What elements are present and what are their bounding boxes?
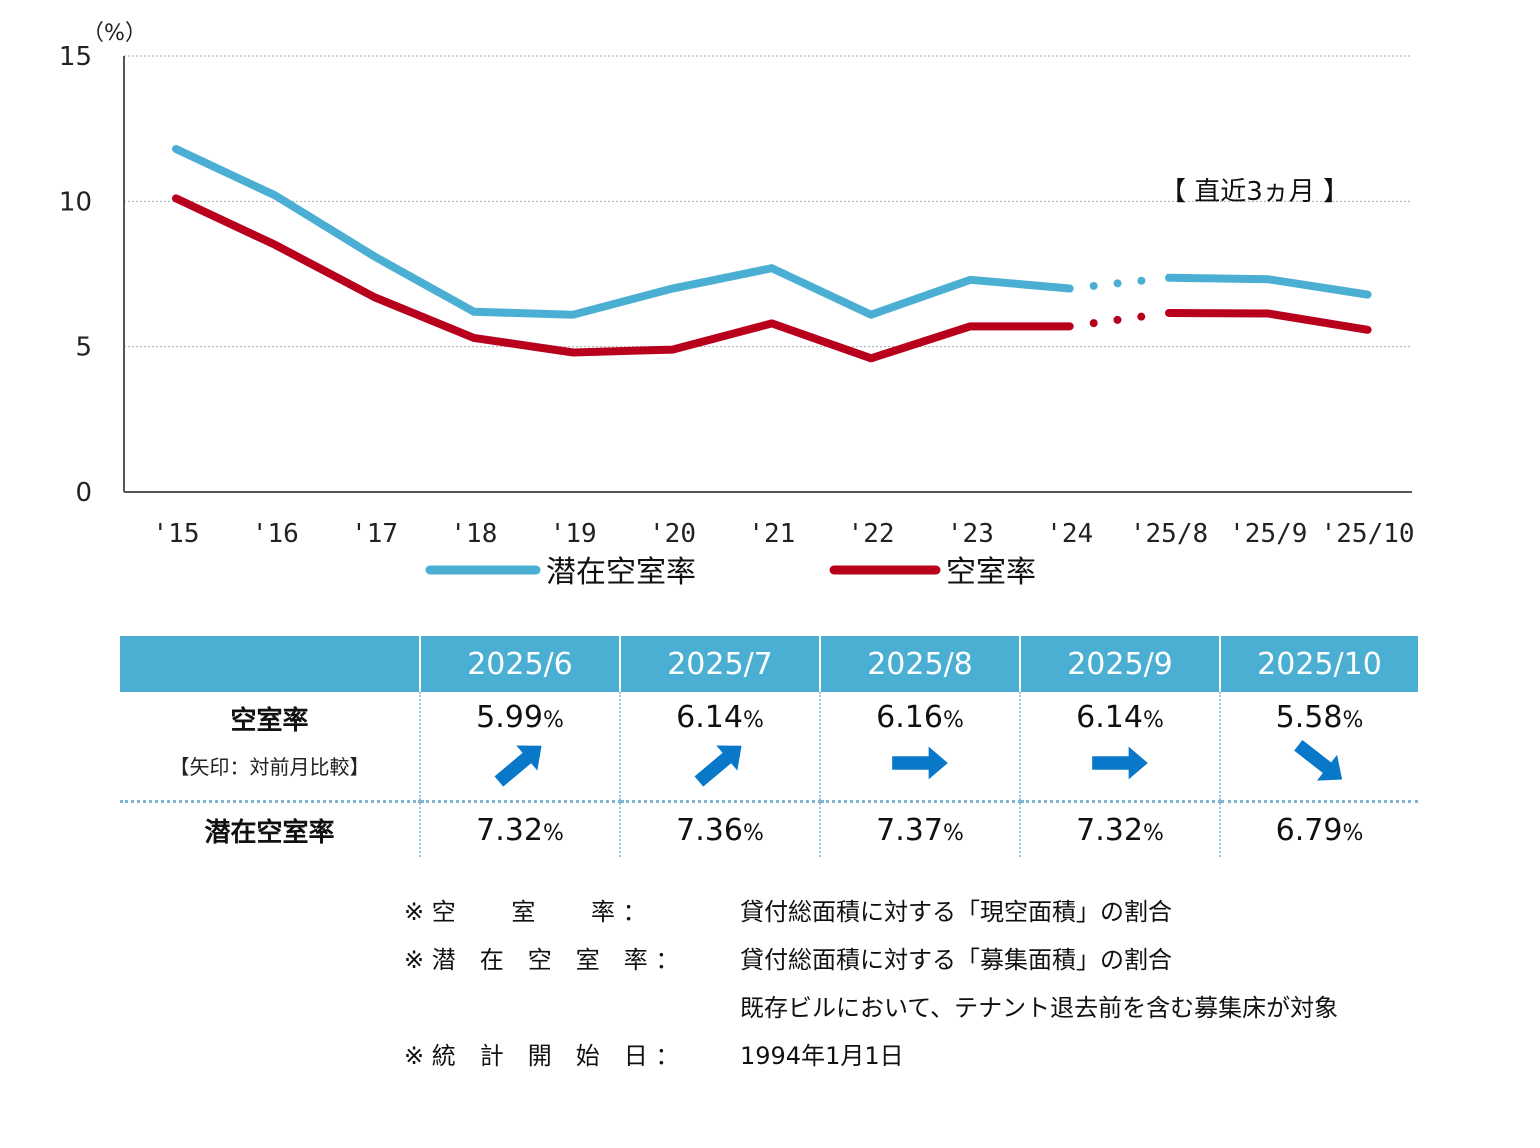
table-header-month: 2025/9 xyxy=(1019,636,1220,692)
x-tick-label: '25/9 xyxy=(1229,519,1307,549)
vacancy-cell: 5.58% xyxy=(1219,692,1418,802)
vacancy-value: 6.16 xyxy=(876,700,943,735)
arrow-right-icon xyxy=(821,735,1019,791)
potential-value: 7.36 xyxy=(676,812,743,848)
legend-label-potential: 潜在空室率 xyxy=(546,555,696,590)
percent-sign: % xyxy=(542,708,564,733)
table-header-month: 2025/8 xyxy=(819,636,1020,692)
potential-cell: 7.32% xyxy=(1019,800,1220,857)
line-chart: （%） 0 5 10 15 '15 '16 '17 '18 '19 '20 '21 '22 '23 '2… xyxy=(59,21,1415,590)
note-value: 1994年1月1日 xyxy=(740,1042,904,1070)
monthly-rate-table: 2025/6 2025/7 2025/8 2025/9 2025/10 空室率 … xyxy=(120,636,1418,857)
vacancy-cell: 6.14% xyxy=(1019,692,1220,802)
y-tick-label: 10 xyxy=(59,187,92,217)
table-header-row: 2025/6 2025/7 2025/8 2025/9 2025/10 xyxy=(120,636,1418,692)
note-value: 貸付総面積に対する「募集面積」の割合 xyxy=(740,946,1172,974)
potential-cell: 6.79% xyxy=(1219,800,1418,857)
percent-sign: % xyxy=(742,708,764,733)
note-key: ※ 統 計 開 始 日 ： xyxy=(404,1042,680,1070)
note-value: 貸付総面積に対する「現空面積」の割合 xyxy=(740,898,1172,926)
x-tick-label: '23 xyxy=(947,519,994,549)
arrow-glyph xyxy=(694,745,742,787)
potential-cell: 7.36% xyxy=(619,800,820,857)
vacancy-cell: 6.16% xyxy=(819,692,1020,802)
percent-sign: % xyxy=(742,820,764,846)
x-tick-label: '25/8 xyxy=(1130,519,1208,549)
vacancy-cell: 5.99% xyxy=(419,692,620,802)
x-tick-label: '17 xyxy=(351,519,398,549)
percent-sign: % xyxy=(942,820,964,846)
x-tick-label: '16 xyxy=(252,519,299,549)
potential-label: 潜在空室率 xyxy=(204,817,335,848)
note-value: 既存ビルにおいて、テナント退去前を含む募集床が対象 xyxy=(740,994,1339,1022)
y-tick-labels: 0 5 10 15 xyxy=(59,42,92,508)
percent-sign: % xyxy=(1342,708,1364,733)
arrow-glyph xyxy=(1293,739,1342,781)
series-line-recent xyxy=(1165,273,1372,299)
potential-value: 7.32 xyxy=(476,812,543,848)
x-tick-labels: '15 '16 '17 '18 '19 '20 '21 '22 '23 '24 '25/8 '25/9… xyxy=(153,519,1415,549)
percent-sign: % xyxy=(1142,708,1164,733)
vacancy-value: 6.14 xyxy=(1076,700,1143,735)
table-header-month: 2025/6 xyxy=(419,636,620,692)
vacancy-value: 5.99 xyxy=(476,700,543,735)
potential-value: 7.37 xyxy=(876,812,943,848)
x-tick-label: '19 xyxy=(550,519,597,549)
table-header-blank xyxy=(120,636,420,692)
table-header-month: 2025/7 xyxy=(619,636,820,692)
arrow-right-icon xyxy=(1021,735,1219,791)
legend: 潜在空室率 空室率 xyxy=(425,555,1036,590)
x-tick-label: '22 xyxy=(848,519,895,549)
vacancy-value: 5.58 xyxy=(1275,700,1343,735)
potential-value: 6.79 xyxy=(1275,812,1343,848)
x-tick-label: '15 xyxy=(153,519,200,549)
table-header-month: 2025/10 xyxy=(1219,636,1418,692)
arrow-glyph xyxy=(1092,746,1148,780)
y-tick-label: 0 xyxy=(75,478,92,508)
note-key: ※ 空 室 率 ： xyxy=(404,898,647,926)
percent-sign: % xyxy=(1342,820,1364,846)
series-line-annual xyxy=(172,145,1074,319)
potential-cell: 7.32% xyxy=(419,800,620,857)
x-tick-label: '18 xyxy=(450,519,497,549)
vacancy-label: 空室率 xyxy=(230,706,309,736)
recent-3-months-annotation: 【 直近3ヵ月 】 xyxy=(1160,177,1349,207)
potential-value: 7.32 xyxy=(1076,812,1143,848)
potential-cell: 7.37% xyxy=(819,800,1020,857)
series-line-bridge xyxy=(1089,276,1149,290)
potential-row-header: 潜在空室率 xyxy=(120,800,420,857)
x-tick-label: '25/10 xyxy=(1321,519,1415,549)
series-lines xyxy=(172,145,1372,363)
series-line-bridge xyxy=(1089,312,1149,328)
percent-sign: % xyxy=(1142,820,1164,846)
percent-sign: % xyxy=(542,820,564,846)
y-tick-label: 15 xyxy=(59,42,92,72)
arrow-glyph xyxy=(494,745,542,787)
y-tick-label: 5 xyxy=(75,333,92,363)
vacancy-value: 6.14 xyxy=(676,700,743,735)
vacancy-row-header: 空室率 【矢印：対前月比較】 xyxy=(120,692,420,802)
x-tick-label: '21 xyxy=(748,519,795,549)
arrow-legend-note: 【矢印：対前月比較】 xyxy=(169,755,370,779)
vacancy-row: 空室率 【矢印：対前月比較】 5.99% 6.14% 6.16% 6.14% 5… xyxy=(120,692,1418,802)
arrow-glyph xyxy=(892,746,948,780)
potential-vacancy-row: 潜在空室率 7.32% 7.36% 7.37% 7.32% 6.79% xyxy=(120,800,1418,857)
grid-lines xyxy=(124,55,1412,348)
series-line-recent xyxy=(1165,308,1372,334)
series-line-annual xyxy=(172,194,1074,363)
arrow-down-right-icon xyxy=(1221,735,1418,791)
vacancy-cell: 6.14% xyxy=(619,692,820,802)
x-tick-label: '24 xyxy=(1046,519,1093,549)
arrow-up-right-icon xyxy=(621,735,819,791)
note-key: ※ 潜 在 空 室 率 ： xyxy=(404,946,680,974)
y-unit-label: （%） xyxy=(82,21,147,46)
arrow-up-right-icon xyxy=(421,735,619,791)
percent-sign: % xyxy=(942,708,964,733)
x-tick-label: '20 xyxy=(649,519,696,549)
legend-label-vacancy: 空室率 xyxy=(946,555,1036,590)
